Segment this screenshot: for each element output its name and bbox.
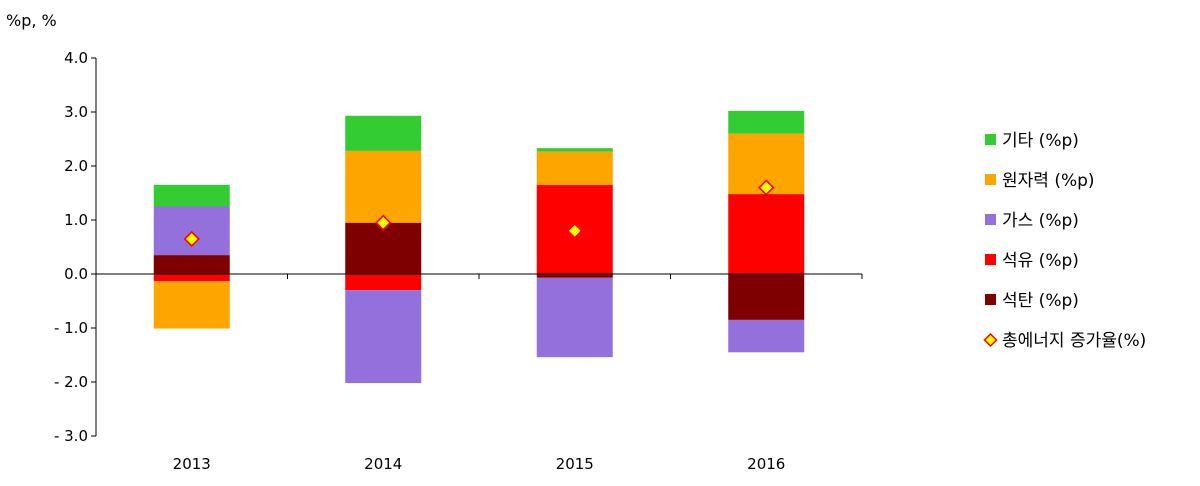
legend-label: 가스 (%p) [1002, 211, 1079, 231]
legend-swatch [985, 214, 996, 225]
y-tick-label: 1.0 [64, 211, 88, 229]
y-axis-unit-label: %p, % [6, 11, 57, 30]
legend-marker-swatch [983, 332, 998, 348]
x-tick-label: 2016 [747, 455, 785, 473]
y-tick-label: - 1.0 [54, 319, 88, 337]
legend-swatch [985, 134, 996, 145]
y-tick-label: 3.0 [64, 103, 88, 121]
axes-layer: 4.0 3.0 2.0 1.0 0.0 - 1.0 - 2.0 - 3.0 2013 2014 20… [54, 49, 863, 473]
x-tick-label: 2015 [556, 455, 594, 473]
bar-segment [153, 274, 230, 282]
bar-segment [536, 148, 613, 152]
bar-segment [345, 222, 422, 274]
bar-segment [345, 290, 422, 384]
legend-swatch [985, 174, 996, 185]
bar-segment [153, 184, 230, 207]
bar-segment [153, 281, 230, 329]
bar-segment [728, 319, 805, 353]
legend-swatch [985, 254, 996, 265]
legend-label: 총에너지 증가율(%) [1002, 331, 1146, 351]
legend-swatch [985, 294, 996, 305]
bar-segment [536, 151, 613, 185]
y-tick-label: - 2.0 [54, 373, 88, 391]
x-tick-label: 2013 [173, 455, 211, 473]
bar-segment [345, 150, 422, 223]
y-tick-label: 0.0 [64, 265, 88, 283]
total-growth-marker [375, 214, 392, 231]
bar-segment [728, 110, 805, 134]
bar-segment [536, 274, 613, 278]
total-growth-marker [566, 222, 583, 239]
total-growth-marker [758, 179, 775, 196]
bar-segment [728, 274, 805, 320]
bar-segment [728, 194, 805, 274]
bars-layer [153, 110, 805, 384]
y-tick-label: - 3.0 [54, 427, 88, 445]
total-growth-marker [183, 230, 200, 248]
markers-layer [183, 179, 775, 248]
bar-segment [345, 115, 422, 151]
bar-segment [536, 277, 613, 358]
y-tick-label: 2.0 [64, 157, 88, 175]
legend-label: 석유 (%p) [1002, 251, 1079, 271]
legend-label: 석탄 (%p) [1002, 291, 1079, 311]
legend-label: 기타 (%p) [1002, 131, 1079, 151]
y-tick-label: 4.0 [64, 49, 88, 67]
legend: 기타 (%p) 원자력 (%p) 가스 (%p) 석유 (%p) 석탄 (%p) 총에너지… [983, 131, 1146, 351]
legend-label: 원자력 (%p) [1002, 171, 1095, 191]
x-tick-label: 2014 [364, 455, 402, 473]
bar-segment [345, 274, 422, 291]
bar-segment [153, 255, 230, 274]
